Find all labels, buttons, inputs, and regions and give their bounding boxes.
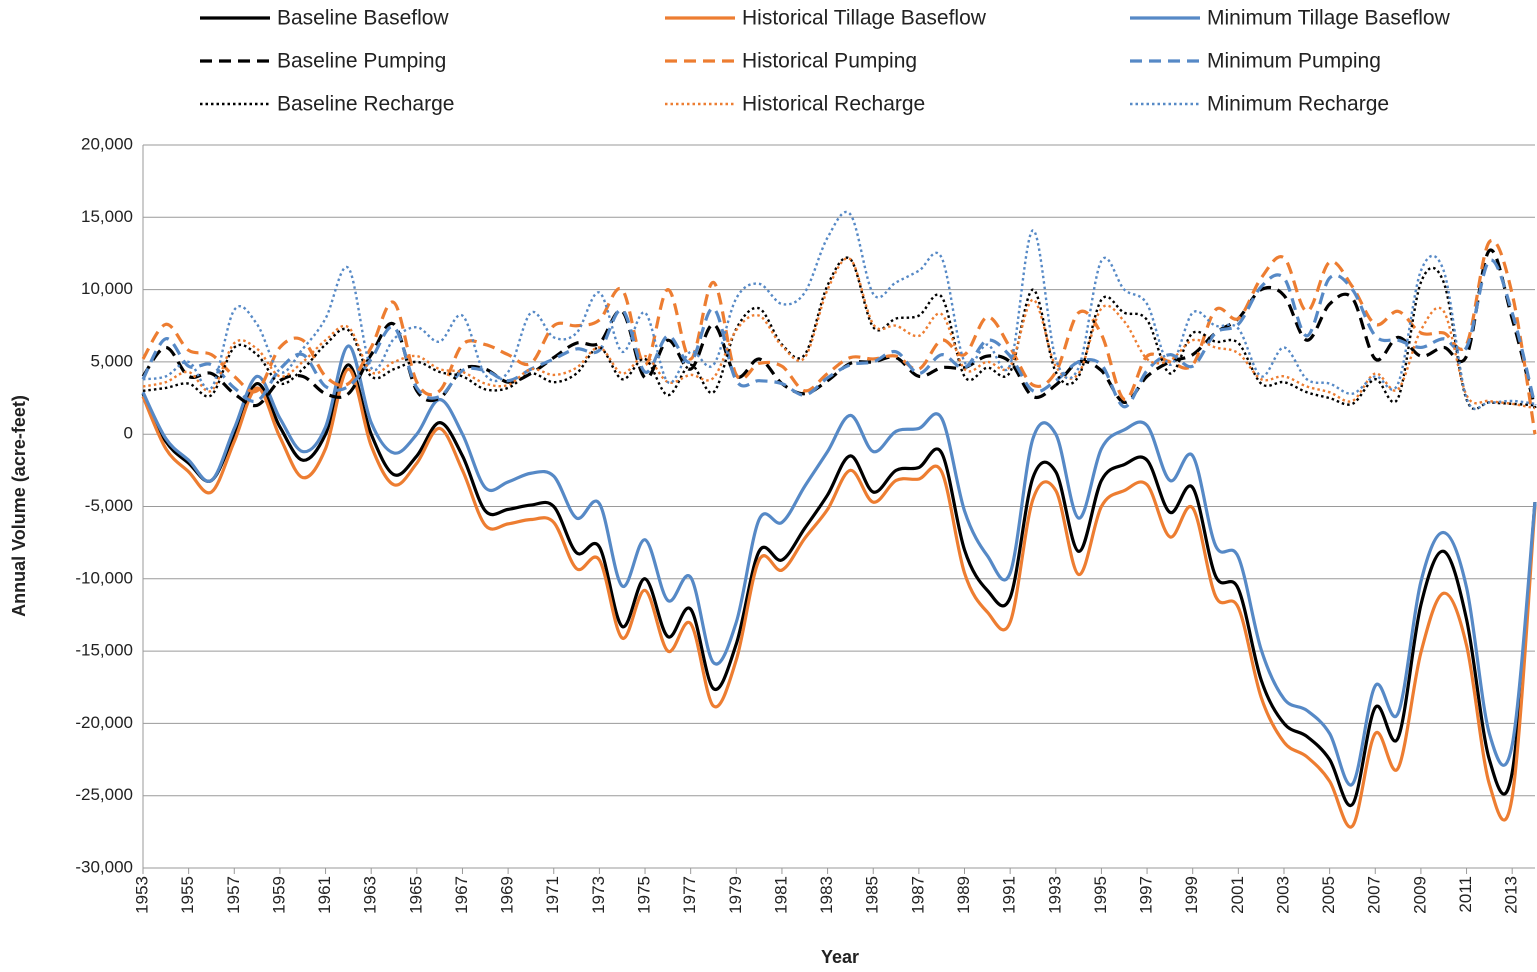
x-tick-label: 1997 <box>1137 876 1156 914</box>
x-tick-label: 1999 <box>1182 876 1201 914</box>
y-tick-label: -25,000 <box>75 785 133 804</box>
x-tick-label: 1953 <box>132 876 151 914</box>
x-tick-label: 1975 <box>635 876 654 914</box>
x-axis-title: Year <box>821 947 859 967</box>
y-tick-label: 0 <box>124 424 133 443</box>
x-tick-label: 1969 <box>498 876 517 914</box>
x-tick-label: 1981 <box>771 876 790 914</box>
y-tick-label: 15,000 <box>81 207 133 226</box>
x-tick-label: 2011 <box>1456 876 1475 913</box>
y-tick-label: -5,000 <box>85 496 133 515</box>
x-tick-label: 1965 <box>406 876 425 914</box>
x-tick-label: 1961 <box>315 876 334 914</box>
x-tick-label: 1983 <box>817 876 836 914</box>
legend-label: Minimum Recharge <box>1207 93 1389 116</box>
x-tick-label: 2001 <box>1228 876 1247 914</box>
y-tick-label: -30,000 <box>75 857 133 876</box>
legend-label: Baseline Recharge <box>277 93 454 116</box>
series-line <box>141 363 1537 808</box>
x-tick-label: 1991 <box>1000 876 1019 914</box>
legend-label: Minimum Pumping <box>1207 50 1381 73</box>
x-tick-label: 1963 <box>361 876 380 914</box>
x-tick-label: 1955 <box>178 876 197 914</box>
series-line <box>141 344 1537 787</box>
legend-label: Baseline Pumping <box>277 50 446 73</box>
legend-label: Baseline Baseflow <box>277 7 449 30</box>
series-line <box>141 248 1537 409</box>
x-tick-label: 1989 <box>954 876 973 914</box>
y-tick-label: -20,000 <box>75 713 133 732</box>
x-tick-label: 1977 <box>680 876 699 914</box>
series-line <box>141 367 1537 829</box>
x-tick-label: 2005 <box>1319 876 1338 914</box>
x-tick-label: 1957 <box>224 876 243 914</box>
x-tick-label: 2009 <box>1410 876 1429 914</box>
y-tick-label: 20,000 <box>81 134 133 153</box>
series-line <box>142 256 1536 411</box>
x-tick-label: 1967 <box>452 876 471 914</box>
x-tick-label: 1979 <box>726 876 745 914</box>
legend-label: Minimum Tillage Baseflow <box>1207 7 1451 30</box>
x-tick-label: 1987 <box>908 876 927 914</box>
series-line <box>141 238 1537 435</box>
y-axis-title: Annual Volume (acre-feet) <box>9 395 29 617</box>
x-tick-label: 2013 <box>1502 876 1521 914</box>
y-tick-label: -15,000 <box>75 641 133 660</box>
x-tick-label: 1971 <box>543 876 562 914</box>
y-tick-label: -10,000 <box>75 568 133 587</box>
x-tick-label: 2007 <box>1365 876 1384 914</box>
legend-label: Historical Recharge <box>742 93 925 116</box>
legend-label: Historical Tillage Baseflow <box>742 7 987 30</box>
x-tick-label: 1985 <box>863 876 882 914</box>
y-tick-label: 10,000 <box>81 279 133 298</box>
series-line <box>141 258 1537 409</box>
x-tick-label: 1973 <box>589 876 608 914</box>
x-tick-label: 2003 <box>1273 876 1292 914</box>
x-tick-label: 1993 <box>1045 876 1064 914</box>
y-tick-label: 5,000 <box>90 351 133 370</box>
x-tick-label: 1959 <box>269 876 288 914</box>
x-tick-label: 1995 <box>1091 876 1110 914</box>
legend-label: Historical Pumping <box>742 50 917 73</box>
